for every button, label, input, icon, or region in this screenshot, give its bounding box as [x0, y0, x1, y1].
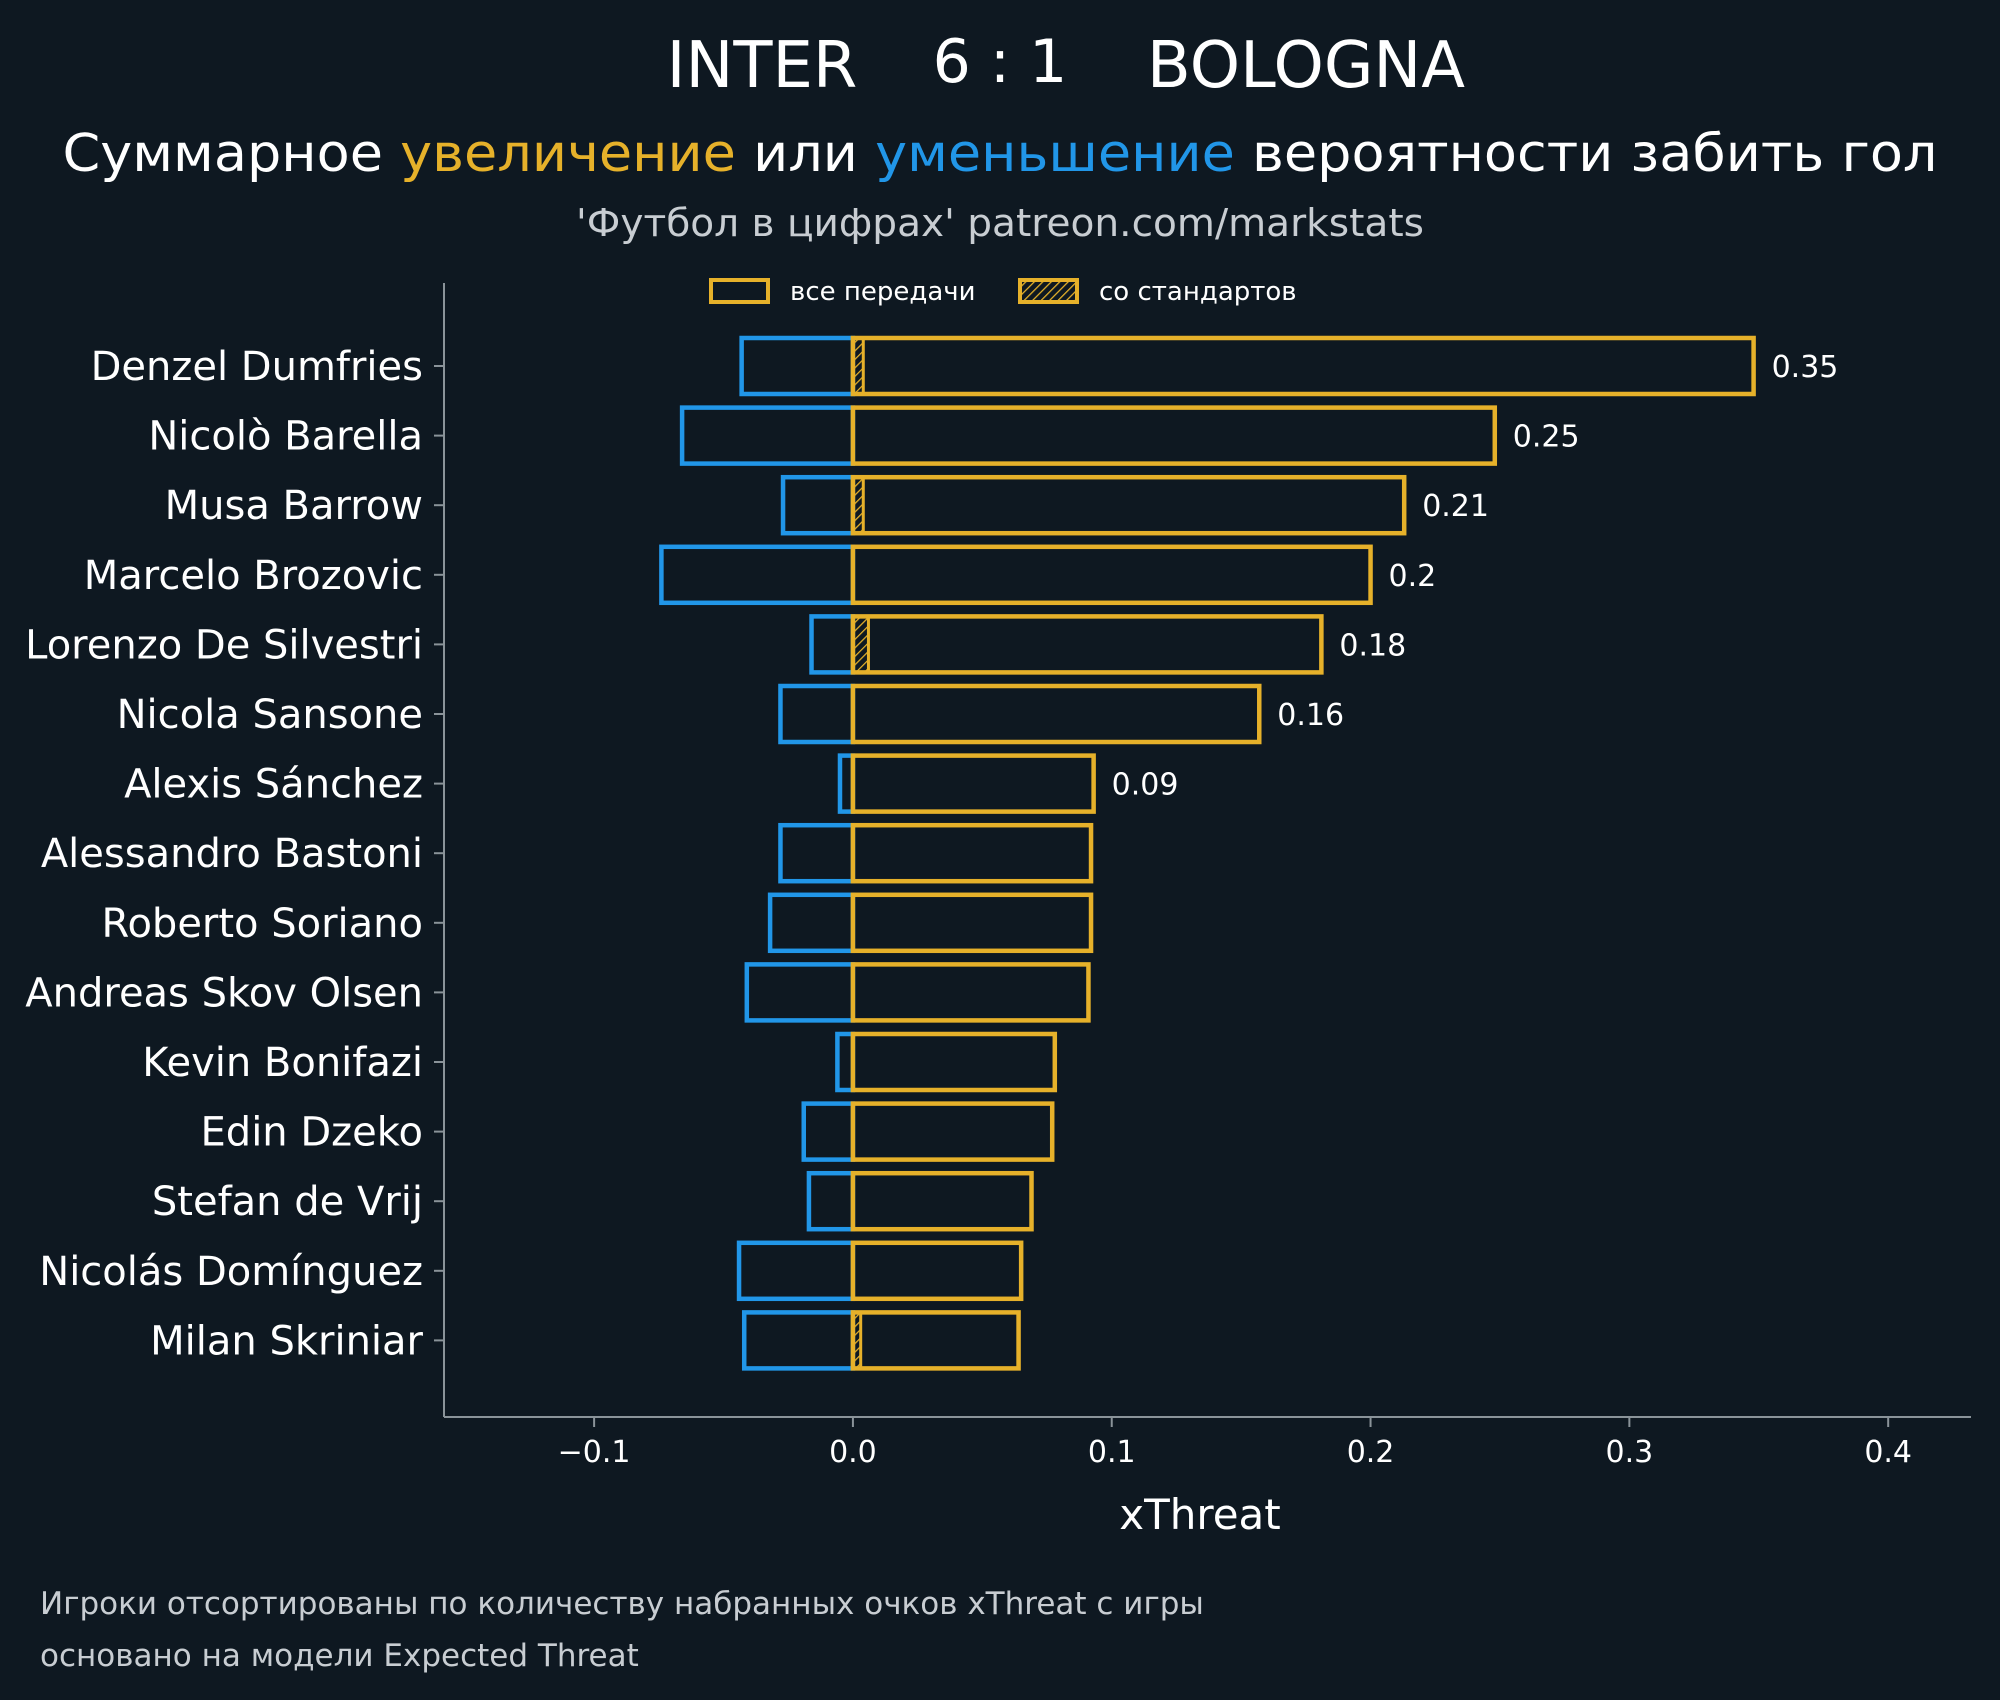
legend-all-passes-swatch — [709, 278, 770, 304]
x-ticks: −0.1 0.0 0.1 0.2 0.3 0.4 — [558, 1417, 1912, 1470]
legend-set-pieces-label: со стандартов — [1099, 277, 1297, 307]
bar-set-pieces — [851, 336, 865, 396]
credit: 'Футбол в цифрах' patreon.com/markstats — [576, 201, 1424, 245]
player-label: Edin Dzeko — [201, 1110, 423, 1156]
bar-increase — [850, 1101, 1055, 1162]
bar-value-label: 0.25 — [1513, 420, 1580, 455]
subtitle-part2: или — [736, 124, 875, 184]
bar-increase — [850, 822, 1094, 884]
player-label: Alexis Sánchez — [124, 762, 423, 808]
home-team: INTER — [667, 29, 858, 103]
bar-increase — [850, 962, 1091, 1023]
player-label: Denzel Dumfries — [91, 344, 423, 390]
player-label: Milan Skriniar — [150, 1318, 423, 1364]
bar-value-label: 0.16 — [1277, 698, 1344, 733]
bar-set-pieces — [851, 475, 865, 535]
x-tick-label: 0.3 — [1606, 1435, 1654, 1470]
player-label: Roberto Soriano — [101, 901, 423, 947]
bars: 0.35 0.25 0.21 0.2 0.18 0.16 0.09 — [659, 335, 1839, 1371]
bar-increase — [850, 1240, 1024, 1302]
player-label: Nicolò Barella — [148, 414, 423, 460]
x-tick-label: 0.2 — [1347, 1435, 1395, 1470]
player-label: Nicola Sansone — [117, 692, 423, 738]
y-ticks: Denzel Dumfries Nicolò Barella Musa Barrow… — [25, 344, 444, 1364]
player-label: Alessandro Bastoni — [41, 831, 423, 877]
subtitle-part3: вероятности забить гол — [1235, 124, 1938, 184]
legend-all-passes-label: все передачи — [790, 277, 976, 307]
x-tick-label: 0.1 — [1088, 1435, 1136, 1470]
bar-increase — [850, 1170, 1034, 1232]
footer-note-2: основано на модели Expected Threat — [40, 1638, 639, 1674]
x-tick-label: 0.0 — [829, 1435, 877, 1470]
player-label: Musa Barrow — [165, 483, 423, 529]
bar-increase — [850, 892, 1094, 954]
bar-value-label: 0.18 — [1339, 628, 1406, 663]
bar-increase — [850, 405, 1498, 466]
x-tick-label: −0.1 — [558, 1435, 631, 1470]
player-label: Marcelo Brozovic — [84, 553, 423, 599]
player-label: Stefan de Vrij — [152, 1179, 423, 1225]
bar-increase — [850, 544, 1373, 606]
bar-value-label: 0.35 — [1772, 350, 1839, 385]
x-axis-label: xThreat — [1119, 1490, 1281, 1539]
subtitle-part1: Суммарное — [63, 124, 401, 184]
subtitle-increase: увеличение — [400, 124, 736, 184]
away-team: BOLOGNA — [1147, 29, 1465, 103]
score: 6 : 1 — [933, 27, 1068, 97]
subtitle: Суммарное увеличение или уменьшение веро… — [63, 124, 1938, 184]
footer-note-1: Игроки отсортированы по количеству набра… — [40, 1586, 1204, 1622]
bar-value-label: 0.21 — [1422, 489, 1489, 524]
bar-increase — [850, 753, 1096, 814]
player-label: Kevin Bonifazi — [142, 1040, 423, 1086]
player-label: Nicolás Domínguez — [39, 1249, 423, 1295]
bar-value-label: 0.09 — [1112, 768, 1179, 803]
player-label: Lorenzo De Silvestri — [25, 622, 423, 668]
bar-increase — [850, 683, 1262, 745]
bar-increase — [850, 1031, 1058, 1093]
bar-set-pieces — [851, 1310, 863, 1370]
subtitle-decrease: уменьшение — [875, 124, 1235, 184]
legend-set-pieces-swatch — [1018, 278, 1079, 304]
legend: все передачи со стандартов — [709, 277, 1297, 307]
player-label: Andreas Skov Olsen — [25, 970, 423, 1016]
bar-value-label: 0.2 — [1389, 559, 1437, 594]
bar-set-pieces — [851, 614, 870, 674]
x-tick-label: 0.4 — [1864, 1435, 1912, 1470]
